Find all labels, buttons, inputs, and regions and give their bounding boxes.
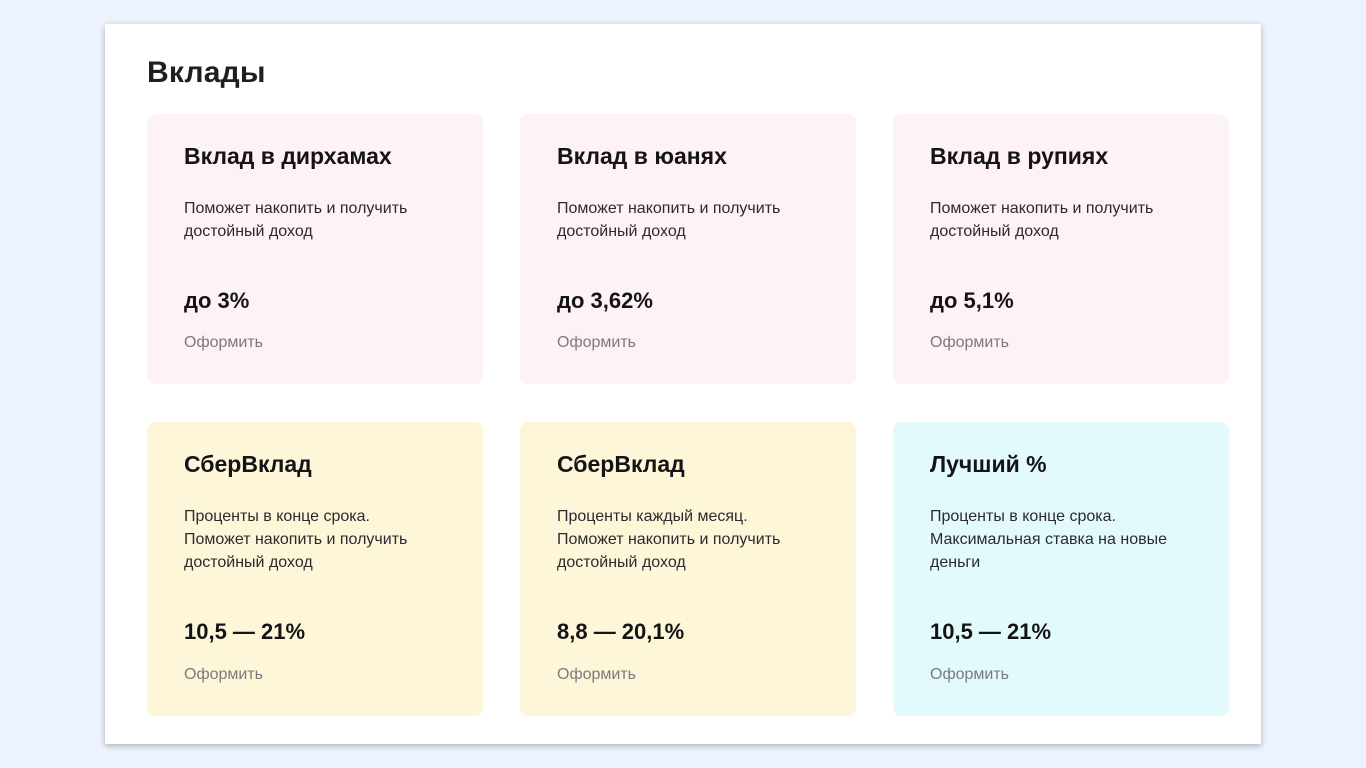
- apply-link[interactable]: Оформить: [930, 666, 1010, 683]
- apply-link[interactable]: Оформить: [184, 666, 264, 683]
- card-description: Проценты каждый месяц. Поможет накопить …: [557, 508, 781, 571]
- card-rate: до 3,62%: [557, 288, 653, 313]
- card-description: Проценты в конце срока. Максимальная ста…: [930, 508, 1167, 571]
- apply-link[interactable]: Оформить: [557, 334, 637, 351]
- card-title: Вклад в дирхамах: [184, 143, 392, 169]
- deposit-card-sbervklad-monthly[interactable]: СберВклад Проценты каждый месяц. Поможет…: [520, 422, 856, 716]
- card-title: СберВклад: [184, 451, 312, 477]
- card-description: Поможет накопить и получить достойный до…: [930, 200, 1154, 240]
- deposit-card-yuan[interactable]: Вклад в юанях Поможет накопить и получит…: [520, 114, 856, 384]
- card-rate: 8,8 — 20,1%: [557, 619, 685, 644]
- card-rate: до 3%: [184, 288, 250, 313]
- card-title: СберВклад: [557, 451, 685, 477]
- apply-link[interactable]: Оформить: [930, 334, 1010, 351]
- card-title: Лучший %: [930, 451, 1047, 477]
- deposits-panel: Вклады Вклад в дирхамах Поможет накопить…: [105, 24, 1261, 744]
- card-rate: 10,5 — 21%: [930, 619, 1052, 644]
- page-title: Вклады: [147, 56, 266, 89]
- deposit-card-sbervklad-end[interactable]: СберВклад Проценты в конце срока. Поможе…: [147, 422, 483, 716]
- card-description: Поможет накопить и получить достойный до…: [557, 200, 781, 240]
- card-description: Поможет накопить и получить достойный до…: [184, 200, 408, 240]
- deposit-card-dirham[interactable]: Вклад в дирхамах Поможет накопить и полу…: [147, 114, 483, 384]
- card-rate: 10,5 — 21%: [184, 619, 306, 644]
- apply-link[interactable]: Оформить: [557, 666, 637, 683]
- deposit-card-rupee[interactable]: Вклад в рупиях Поможет накопить и получи…: [893, 114, 1229, 384]
- card-rate: до 5,1%: [930, 288, 1014, 313]
- deposit-card-best-rate[interactable]: Лучший % Проценты в конце срока. Максима…: [893, 422, 1229, 716]
- card-description: Проценты в конце срока. Поможет накопить…: [184, 508, 408, 571]
- card-title: Вклад в рупиях: [930, 143, 1109, 169]
- card-title: Вклад в юанях: [557, 143, 727, 169]
- apply-link[interactable]: Оформить: [184, 334, 264, 351]
- deposit-cards-grid: Вклад в дирхамах Поможет накопить и полу…: [147, 114, 1229, 716]
